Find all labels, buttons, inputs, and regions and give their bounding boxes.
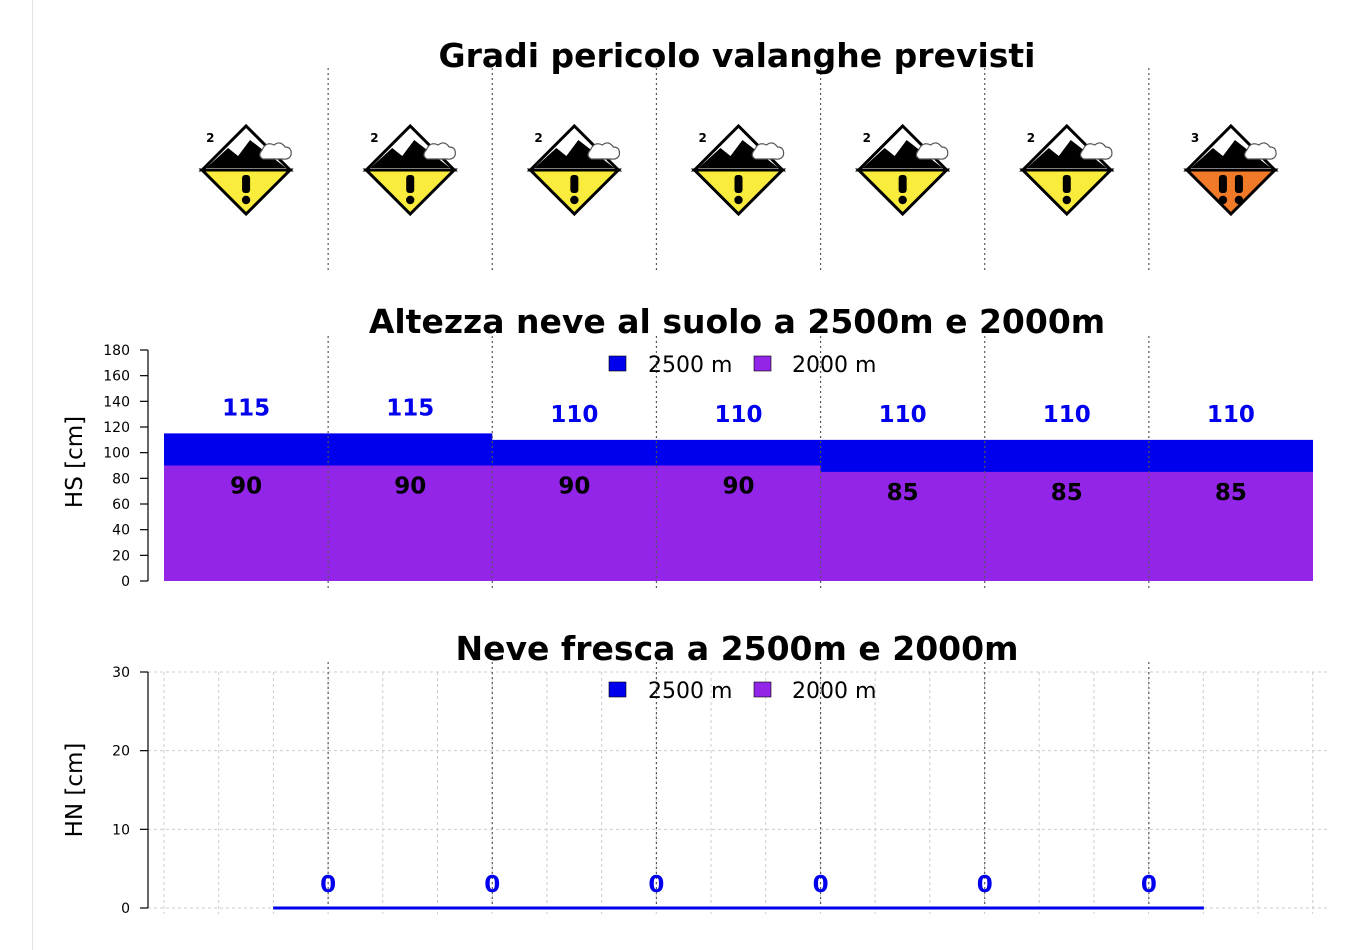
value-label-2500m: 110 (879, 402, 927, 428)
y-tick-label: 10 (112, 822, 130, 838)
danger-level-number: 3 (1191, 131, 1199, 145)
value-label-2500m: 110 (550, 402, 598, 428)
y-tick-label: 140 (103, 394, 130, 410)
value-label-2000m: 90 (722, 474, 754, 500)
snow-depth-area-2000m (164, 465, 1313, 581)
danger-level-number: 2 (534, 131, 542, 145)
day-separator-lines (327, 68, 1150, 272)
value-label-2500m: 0 (1141, 872, 1157, 898)
page-left-border (32, 0, 33, 950)
danger-level-2-icon: 2 (690, 123, 787, 217)
value-label-2000m: 85 (1215, 480, 1247, 506)
snow-depth-y-axis-label: HS [cm] (62, 416, 88, 508)
snow-depth-chart-title: Altezza neve al suolo a 2500m e 2000m (369, 302, 1105, 341)
value-label-2500m: 0 (320, 872, 336, 898)
danger-icons-row: 2 2 2 2 2 2 3 (198, 123, 1279, 217)
legend-swatch-2000m (753, 355, 772, 372)
y-tick-label: 120 (103, 420, 130, 436)
value-label-2000m: 90 (394, 474, 426, 500)
new-snow-day-separators (327, 662, 1150, 912)
value-label-2500m: 115 (386, 395, 434, 421)
y-tick-label: 40 (112, 523, 130, 539)
new-snow-y-axis: 0 10 20 30 (112, 665, 149, 917)
y-tick-label: 100 (103, 446, 130, 462)
danger-level-3-icon: 3 (1183, 123, 1279, 217)
legend-label-2000m: 2000 m (792, 353, 876, 378)
legend-swatch-2000m (753, 681, 772, 698)
value-label-2000m: 90 (558, 474, 590, 500)
danger-level-2-icon: 2 (1019, 123, 1115, 217)
value-label-2500m: 115 (222, 395, 270, 421)
danger-level-number: 2 (863, 131, 871, 145)
y-tick-label: 60 (112, 497, 130, 513)
legend-swatch-2500m (608, 681, 627, 698)
y-tick-label: 180 (103, 343, 130, 359)
danger-level-2-icon: 2 (198, 123, 294, 217)
value-label-2500m: 0 (813, 872, 829, 898)
new-snow-value-labels: 0 0 0 0 0 0 (320, 872, 1157, 898)
danger-level-number: 2 (206, 131, 214, 145)
value-label-2500m: 110 (714, 402, 762, 428)
snow-depth-value-labels: 115 115 110 110 110 110 110 90 90 90 90 85 85 85 (222, 395, 1255, 506)
snow-depth-y-axis: 0 20 40 60 80 100 120 140 160 180 (103, 343, 149, 590)
y-tick-label: 30 (112, 665, 130, 681)
new-snow-legend: 2500 m 2000 m (608, 679, 876, 704)
y-tick-label: 20 (112, 548, 130, 564)
new-snow-y-axis-label: HN [cm] (62, 743, 88, 838)
legend-label-2000m: 2000 m (792, 679, 876, 704)
value-label-2000m: 90 (230, 474, 262, 500)
value-label-2500m: 110 (1043, 402, 1091, 428)
y-tick-label: 160 (103, 369, 130, 385)
legend-label-2500m: 2500 m (648, 679, 732, 704)
danger-level-number: 2 (1027, 131, 1035, 145)
danger-level-2-icon: 2 (855, 123, 951, 217)
danger-level-number: 2 (699, 131, 707, 145)
snow-depth-legend: 2500 m 2000 m (608, 353, 876, 378)
legend-swatch-2500m (608, 355, 627, 372)
y-tick-label: 20 (112, 744, 130, 760)
value-label-2500m: 110 (1207, 402, 1255, 428)
y-tick-label: 80 (112, 471, 130, 487)
snow-depth-day-separators (327, 336, 1150, 590)
y-tick-label: 0 (121, 574, 130, 590)
danger-level-2-icon: 2 (526, 123, 622, 217)
legend-label-2500m: 2500 m (648, 353, 732, 378)
value-label-2500m: 0 (484, 872, 500, 898)
danger-level-2-icon: 2 (362, 123, 458, 217)
value-label-2000m: 85 (887, 480, 919, 506)
value-label-2500m: 0 (977, 872, 993, 898)
danger-chart-title: Gradi pericolo valanghe previsti (438, 36, 1035, 75)
value-label-2000m: 85 (1051, 480, 1083, 506)
y-tick-label: 0 (121, 901, 130, 917)
value-label-2500m: 0 (648, 872, 664, 898)
danger-level-number: 2 (370, 131, 378, 145)
new-snow-chart-title: Neve fresca a 2500m e 2000m (456, 629, 1019, 668)
